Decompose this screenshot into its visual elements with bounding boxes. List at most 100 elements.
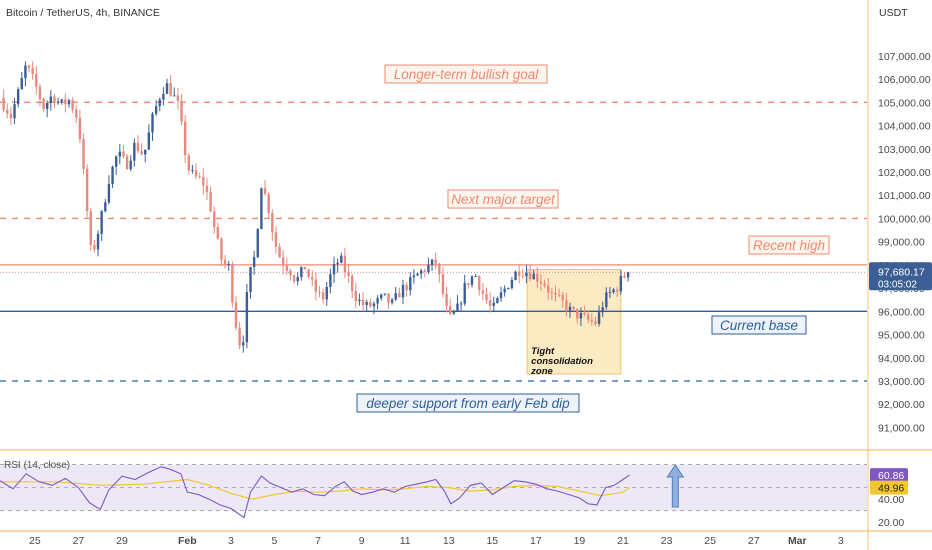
candle-body <box>590 319 593 322</box>
candle-down <box>583 305 586 317</box>
time-tick-label: 5 <box>272 535 278 547</box>
candle-down <box>202 168 205 195</box>
candle-body <box>281 257 285 266</box>
candle-down <box>274 226 278 254</box>
candle-body <box>31 67 34 74</box>
candle-body <box>474 276 477 278</box>
candle-down <box>387 293 390 309</box>
candle-body <box>180 100 183 122</box>
candle-down <box>64 93 67 113</box>
candle-up <box>608 287 612 298</box>
candle-body <box>216 226 220 239</box>
candle-body <box>398 293 401 298</box>
candle-up <box>463 274 466 306</box>
candle-body <box>96 233 100 250</box>
candle-down <box>590 313 593 326</box>
candle-body <box>158 99 161 107</box>
candle-body <box>234 302 238 328</box>
candle-down <box>122 144 125 159</box>
price-tick-label: 95,000.00 <box>878 330 925 342</box>
candle-body <box>307 269 310 277</box>
candle-body <box>492 303 495 306</box>
price-axis[interactable]: 91,000.00 92,000.00 93,000.00 94,000.00 95,0… <box>869 51 932 435</box>
current-base-label: Current base <box>711 315 807 335</box>
time-tick-label: 11 <box>400 535 411 547</box>
next-target-label-box <box>447 189 559 209</box>
candle-body <box>75 109 78 118</box>
candle-up <box>380 293 383 301</box>
candle-body <box>24 65 27 79</box>
candle-body <box>547 285 550 293</box>
candle-body <box>60 99 63 102</box>
candle-down <box>35 65 38 95</box>
price-tick-label: 94,000.00 <box>878 353 925 365</box>
rsi-tick-label: 40.00 <box>878 494 904 506</box>
price-tick-label: 101,000.00 <box>878 190 931 202</box>
candle-body <box>271 213 274 233</box>
candle-up <box>296 272 299 286</box>
candle-body <box>238 327 241 346</box>
candle-down <box>572 306 575 311</box>
candle-up <box>173 87 176 97</box>
candle-down <box>271 209 274 242</box>
time-tick-label: Mar <box>788 535 807 547</box>
candle-down <box>307 268 310 280</box>
candle-up <box>158 97 161 112</box>
candle-body <box>173 95 176 97</box>
symbol-title: Bitcoin / TetherUS, 4h, BINANCE <box>6 7 160 19</box>
candle-down <box>485 287 488 304</box>
candle-down <box>209 186 212 213</box>
candle-down <box>565 292 568 317</box>
candle-down <box>561 291 564 308</box>
candle-body <box>2 97 5 110</box>
candle-body <box>187 155 190 171</box>
candle-up <box>242 335 245 353</box>
candle-down <box>85 164 89 218</box>
time-tick-label: 3 <box>838 535 844 547</box>
candle-body <box>449 306 452 314</box>
candle-body <box>53 96 56 103</box>
candle-down <box>521 268 525 279</box>
candle-down <box>347 263 350 283</box>
candle-body <box>67 100 71 105</box>
candle-body <box>104 202 107 212</box>
candle-body <box>118 151 122 157</box>
candle-up <box>525 264 528 284</box>
candle-body <box>445 293 448 307</box>
candle-body <box>343 255 347 272</box>
candle-body <box>554 292 557 295</box>
candle-body <box>93 244 96 250</box>
currency-label: USDT <box>879 7 908 19</box>
candle-body <box>227 264 230 266</box>
deeper-support-label: deeper support from early Feb dip <box>356 393 580 413</box>
candle-down <box>405 281 408 297</box>
candle-body <box>412 275 416 278</box>
candle-up <box>191 164 194 174</box>
rsi-ma-tag <box>870 480 908 495</box>
candle-body <box>543 283 546 286</box>
candle-body <box>144 149 147 155</box>
candle-down <box>140 143 143 156</box>
price-tick-label: 92,000.00 <box>878 399 925 411</box>
recent-high-label: Recent high <box>748 235 830 255</box>
candle-body <box>321 292 325 300</box>
candle-up <box>118 143 122 165</box>
time-axis[interactable]: 25 27 29 Feb 3 5 7 9 11 13 15 17 19 21 23 25 27 Mar 3 <box>29 535 844 547</box>
candle-down <box>314 271 318 301</box>
price-tick-label: 106,000.00 <box>878 74 931 86</box>
candle-body <box>438 263 441 275</box>
candle-down <box>547 277 550 300</box>
candle-down <box>321 288 325 304</box>
candle-body <box>114 156 118 167</box>
candle-down <box>267 192 270 219</box>
candle-body <box>256 229 259 258</box>
candle-body <box>154 106 158 114</box>
rsi-up-arrow-icon <box>666 464 685 508</box>
candle-body <box>354 291 358 301</box>
candle-up <box>430 259 434 271</box>
time-tick-label: 19 <box>574 535 586 547</box>
current-base-label-box <box>711 315 807 335</box>
